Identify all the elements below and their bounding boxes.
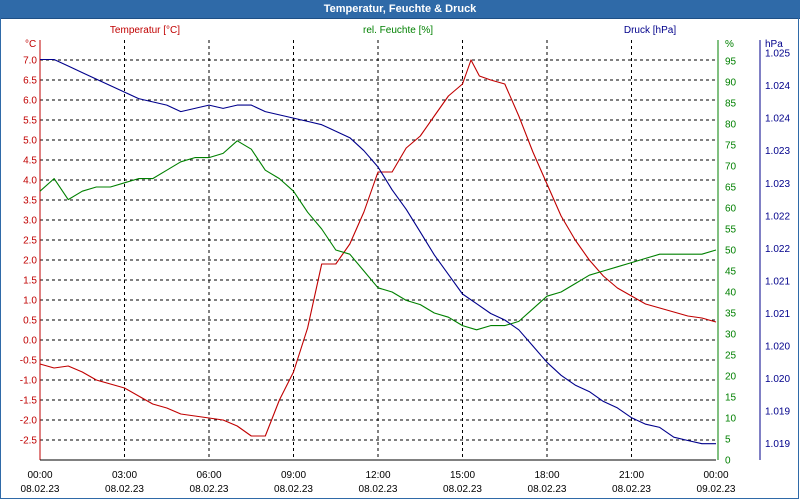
y-tick-temperature: 0.5 xyxy=(23,316,37,327)
x-tick-date: 09.02.23 xyxy=(697,484,736,495)
x-tick-time: 15:00 xyxy=(450,470,475,481)
y-tick-pressure: 1.019 xyxy=(765,407,790,418)
x-tick-date: 08.02.23 xyxy=(105,484,144,495)
y-tick-temperature: 2.0 xyxy=(23,256,37,267)
x-tick-date: 08.02.23 xyxy=(190,484,229,495)
y-tick-temperature: 7.0 xyxy=(23,56,37,67)
x-tick-time: 09:00 xyxy=(281,470,306,481)
x-tick-date: 08.02.23 xyxy=(528,484,567,495)
y-tick-humidity: 30 xyxy=(725,330,737,341)
y-tick-humidity: 75 xyxy=(725,141,737,152)
right-axis-unit: hPa xyxy=(765,39,783,50)
left-axis-unit: °C xyxy=(25,39,36,50)
y-tick-humidity: 0 xyxy=(725,456,731,467)
mid-axis-unit: % xyxy=(725,39,734,50)
y-tick-temperature: -1.0 xyxy=(20,376,38,387)
y-tick-temperature: 5.0 xyxy=(23,136,37,147)
x-tick-date: 08.02.23 xyxy=(443,484,482,495)
y-tick-temperature: 4.0 xyxy=(23,176,37,187)
y-tick-temperature: -2.0 xyxy=(20,416,38,427)
x-tick-time: 18:00 xyxy=(534,470,559,481)
window-title: Temperatur, Feuchte & Druck xyxy=(0,0,800,19)
y-tick-pressure: 1.021 xyxy=(765,309,790,320)
y-tick-humidity: 55 xyxy=(725,225,737,236)
y-tick-temperature: -1.5 xyxy=(20,396,38,407)
y-tick-pressure: 1.023 xyxy=(765,179,790,190)
pressure-line xyxy=(40,58,716,445)
y-tick-humidity: 50 xyxy=(725,246,737,257)
x-tick-time: 00:00 xyxy=(703,470,728,481)
y-tick-temperature: 6.0 xyxy=(23,96,37,107)
y-tick-temperature: 6.5 xyxy=(23,76,37,87)
axis-ticks: 00:00 08.02.23 03:00 08.02.23 06:00 08.02.23 0… xyxy=(20,49,791,495)
y-tick-humidity: 45 xyxy=(725,267,737,278)
y-tick-temperature: 1.0 xyxy=(23,296,37,307)
y-tick-temperature: 3.0 xyxy=(23,216,37,227)
y-tick-humidity: 80 xyxy=(725,120,737,131)
y-tick-humidity: 90 xyxy=(725,78,737,89)
y-tick-temperature: 0.0 xyxy=(23,336,37,347)
y-tick-humidity: 35 xyxy=(725,309,737,320)
y-tick-pressure: 1.024 xyxy=(765,114,790,125)
y-tick-humidity: 25 xyxy=(725,351,737,362)
y-tick-temperature: 5.5 xyxy=(23,116,37,127)
y-tick-pressure: 1.022 xyxy=(765,211,790,222)
y-tick-temperature: 2.5 xyxy=(23,236,37,247)
x-tick-date: 08.02.23 xyxy=(359,484,398,495)
y-tick-humidity: 95 xyxy=(725,57,737,68)
y-tick-temperature: -0.5 xyxy=(20,356,38,367)
y-tick-humidity: 5 xyxy=(725,435,731,446)
y-tick-pressure: 1.022 xyxy=(765,244,790,255)
y-tick-humidity: 15 xyxy=(725,393,737,404)
y-tick-temperature: 4.5 xyxy=(23,156,37,167)
right-axis-title: Druck [hPa] xyxy=(624,25,676,36)
y-tick-pressure: 1.024 xyxy=(765,81,790,92)
left-axis-title: Temperatur [°C] xyxy=(110,25,180,36)
temperature-line xyxy=(39,59,717,437)
y-tick-humidity: 10 xyxy=(725,414,737,425)
mid-axis-title: rel. Feuchte [%] xyxy=(363,25,433,36)
x-tick-date: 08.02.23 xyxy=(274,484,313,495)
y-tick-temperature: 3.5 xyxy=(23,196,37,207)
y-tick-humidity: 85 xyxy=(725,99,737,110)
y-tick-temperature: -2.5 xyxy=(20,436,38,447)
x-tick-time: 00:00 xyxy=(27,470,52,481)
x-tick-date: 08.02.23 xyxy=(21,484,60,495)
y-tick-humidity: 40 xyxy=(725,288,737,299)
window-frame xyxy=(0,18,799,499)
x-tick-time: 21:00 xyxy=(619,470,644,481)
humidity-line xyxy=(39,140,717,331)
y-tick-humidity: 60 xyxy=(725,204,737,215)
y-tick-pressure: 1.023 xyxy=(765,146,790,157)
y-tick-humidity: 20 xyxy=(725,372,737,383)
y-tick-humidity: 70 xyxy=(725,162,737,173)
y-tick-pressure: 1.020 xyxy=(765,374,790,385)
y-tick-pressure: 1.020 xyxy=(765,342,790,353)
x-tick-time: 12:00 xyxy=(365,470,390,481)
y-tick-temperature: 1.5 xyxy=(23,276,37,287)
y-tick-pressure: 1.025 xyxy=(765,49,790,60)
y-tick-pressure: 1.021 xyxy=(765,276,790,287)
x-tick-time: 06:00 xyxy=(196,470,221,481)
series-lines xyxy=(39,58,717,445)
grid xyxy=(39,40,761,461)
y-tick-humidity: 65 xyxy=(725,183,737,194)
x-tick-time: 03:00 xyxy=(112,470,137,481)
y-tick-pressure: 1.019 xyxy=(765,439,790,450)
x-tick-date: 08.02.23 xyxy=(612,484,651,495)
